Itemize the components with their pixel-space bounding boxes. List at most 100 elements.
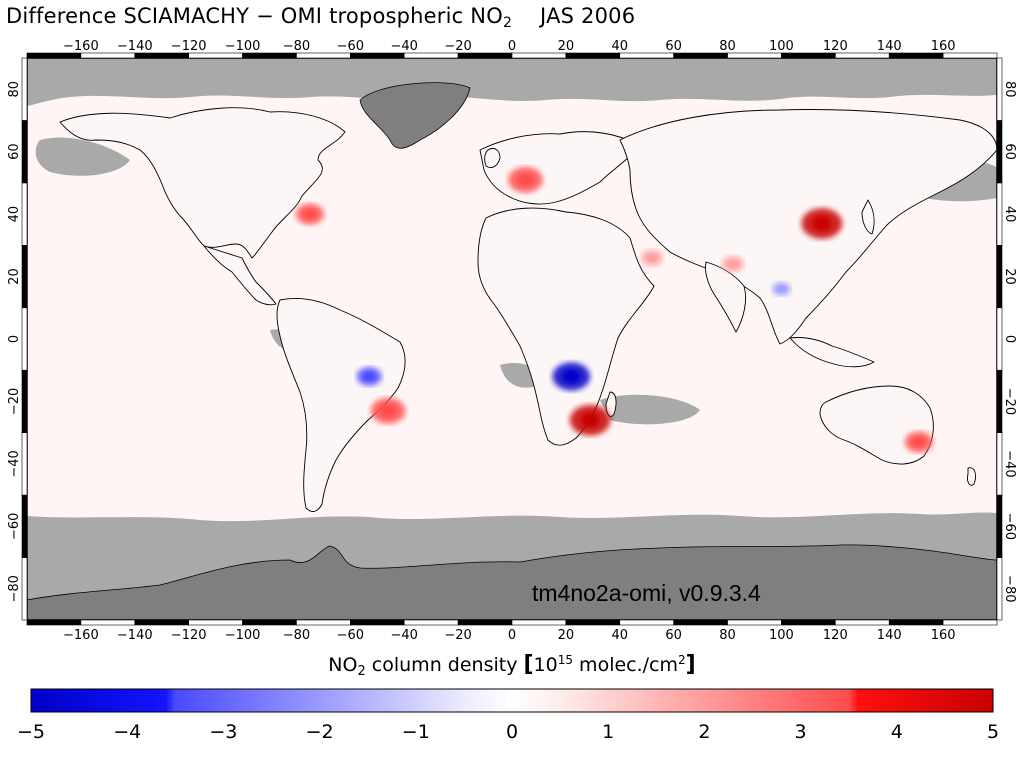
lon-tick-label: −80 xyxy=(283,628,310,643)
lat-tick-label: −20 xyxy=(7,388,22,415)
lon-tick-label: −120 xyxy=(171,39,207,54)
units-base: 10 xyxy=(533,654,558,676)
no2-hotspot-core xyxy=(303,209,317,220)
units-sub: 2 xyxy=(357,664,366,679)
frame-bar-right xyxy=(996,245,1003,309)
title-subscript: 2 xyxy=(502,15,513,31)
frame-bar-bottom xyxy=(727,619,782,626)
frame-bar-bottom xyxy=(673,619,728,626)
frame-bar-bottom xyxy=(403,619,459,626)
frame-bar-bottom xyxy=(457,619,513,626)
lon-tick-label: 40 xyxy=(612,39,629,54)
colorbar-tick-label: 1 xyxy=(602,721,614,743)
frame-bar-left xyxy=(21,369,28,433)
colorbar-tick-label: −5 xyxy=(17,721,45,743)
frame-bar-left xyxy=(21,307,28,371)
frame-bar-bottom xyxy=(835,619,890,626)
units-prefix: NO xyxy=(328,654,358,676)
title-period: JAS 2006 xyxy=(540,4,636,28)
lon-tick-label: 40 xyxy=(612,628,629,643)
frame-bar-right xyxy=(996,57,1003,121)
frame-bar-right xyxy=(996,557,1003,621)
lon-tick-label: 0 xyxy=(508,628,516,643)
nodata-patch-indian-ocean xyxy=(600,394,700,425)
frame-bar-left xyxy=(21,494,28,558)
frame-bar-bottom xyxy=(188,619,243,626)
frame-bar-bottom xyxy=(942,619,998,626)
lon-tick-label: 0 xyxy=(508,39,516,54)
lon-tick-label: 60 xyxy=(665,628,682,643)
lon-tick-label: −60 xyxy=(337,628,364,643)
south-america xyxy=(276,298,406,512)
lat-tick-label: 40 xyxy=(7,206,22,223)
lon-tick-label: −40 xyxy=(391,39,418,54)
no2-hotspot-core xyxy=(728,260,738,268)
lat-tick-label: −80 xyxy=(7,575,22,602)
lat-labels-left: −80 −60 −40 −20 0 20 40 60 80 xyxy=(7,81,22,603)
lon-labels-top: −160 −140 −120 −100 −80 −60 −40 −20 0 20 40 60 80 100… xyxy=(63,39,955,54)
lat-tick-label: 40 xyxy=(1002,206,1017,223)
frame-bar-top xyxy=(942,52,998,59)
india xyxy=(705,261,747,333)
frame-bar-bottom xyxy=(242,619,297,626)
no2-hotspot-core xyxy=(912,437,926,447)
frame-bar-bottom xyxy=(134,619,189,626)
lon-tick-label: 100 xyxy=(769,39,794,54)
lat-tick-label: 0 xyxy=(7,335,22,343)
lat-tick-label: 0 xyxy=(1002,335,1017,343)
frame-bar-left xyxy=(21,557,28,621)
lon-tick-label: 80 xyxy=(719,628,736,643)
frame-bar-right xyxy=(996,307,1003,371)
central-america xyxy=(203,245,277,306)
lon-tick-label: 100 xyxy=(769,628,794,643)
lon-tick-label: −140 xyxy=(117,39,153,54)
frame-bar-left xyxy=(21,432,28,496)
lat-tick-label: −80 xyxy=(1002,575,1017,602)
model-version-tag: tm4no2a-omi, v0.9.3.4 xyxy=(532,580,761,606)
frame-bar-bottom xyxy=(350,619,405,626)
units-bracket-close: ] xyxy=(685,652,696,677)
uk xyxy=(484,147,501,169)
greenland xyxy=(359,82,471,149)
units-middle: column density xyxy=(365,654,524,676)
north-america xyxy=(59,107,346,259)
units-exp: 15 xyxy=(557,653,574,667)
lat-tick-label: 20 xyxy=(1002,268,1017,285)
lon-tick-label: −60 xyxy=(337,39,364,54)
frame-bar-bottom xyxy=(781,619,836,626)
no2-hotspot-core xyxy=(363,372,375,381)
lat-tick-label: 80 xyxy=(7,81,22,98)
lon-tick-label: −100 xyxy=(225,628,261,643)
title-text: Difference SCIAMACHY − OMI tropospheric … xyxy=(6,4,503,28)
japan xyxy=(861,199,875,235)
colorbar-tick-label: 2 xyxy=(698,721,710,743)
lon-tick-label: −160 xyxy=(63,628,99,643)
lon-tick-label: 160 xyxy=(931,628,956,643)
colorbar-tick-label: −4 xyxy=(113,721,141,743)
colorbar-tick-label: 5 xyxy=(987,721,999,743)
lon-tick-label: −100 xyxy=(225,39,261,54)
map-title: Difference SCIAMACHY − OMI tropospheric … xyxy=(6,4,635,31)
lon-tick-label: 60 xyxy=(665,39,682,54)
units-sup: 2 xyxy=(678,653,686,667)
colorbar-tick-label: 0 xyxy=(506,721,518,743)
frame-bar-bottom xyxy=(80,619,136,626)
lat-tick-label: 80 xyxy=(1002,81,1017,98)
lon-tick-label: 120 xyxy=(823,628,848,643)
lon-tick-label: 20 xyxy=(558,628,575,643)
no2-hotspot-core xyxy=(517,173,534,186)
colorbar-tick-label: −2 xyxy=(306,721,334,743)
lon-labels-bottom: −160 −140 −120 −100 −80 −60 −40 −20 0 20 40 60 80 100… xyxy=(63,628,955,643)
frame-bar-bottom xyxy=(296,619,351,626)
lon-tick-label: −80 xyxy=(283,39,310,54)
colorbar-tick-label: −1 xyxy=(402,721,430,743)
frame-bar-right xyxy=(996,369,1003,433)
lon-tick-label: −40 xyxy=(391,628,418,643)
no2-hotspot-core xyxy=(647,254,657,262)
lat-tick-label: 20 xyxy=(7,268,22,285)
frame-bar-bottom xyxy=(26,619,82,626)
nodata-patch-pacific xyxy=(35,137,130,176)
colorbar xyxy=(30,688,994,713)
frame-bar-right xyxy=(996,432,1003,496)
lat-tick-label: −60 xyxy=(1002,513,1017,540)
